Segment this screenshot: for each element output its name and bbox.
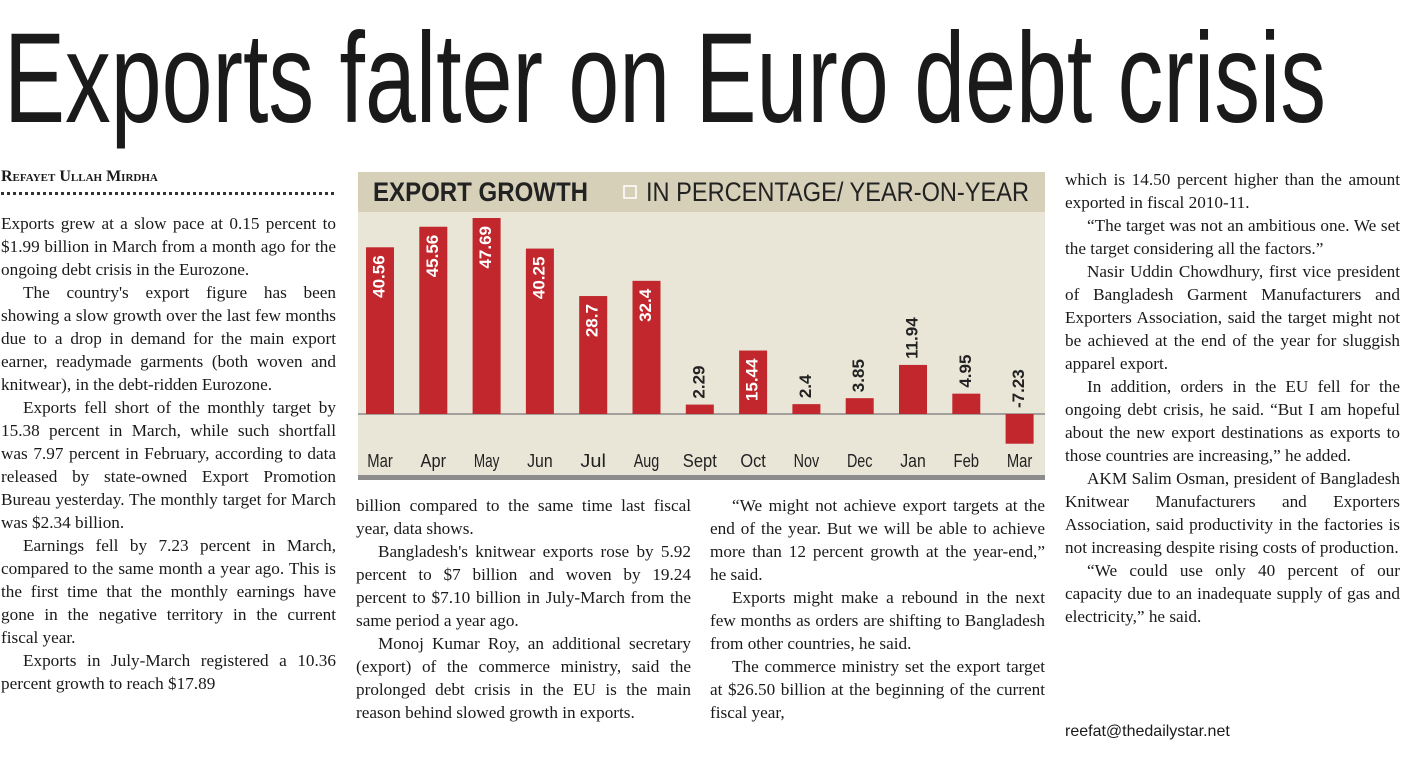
column: billion compared to the same time last f…: [356, 494, 691, 724]
value-label: 2.4: [796, 374, 815, 398]
headline-area: Exports falter on Euro debt crisis: [4, 7, 1326, 150]
chart-title: EXPORT GROWTH: [373, 177, 588, 207]
column: which is 14.50 percent higher than the a…: [1065, 168, 1400, 628]
value-label: 45.56: [423, 235, 442, 278]
x-tick-label: Sept: [683, 451, 717, 471]
paragraph: Exports in July-March registered a 10.36…: [1, 651, 336, 693]
bar: [525, 248, 554, 414]
byline: Refayet Ullah Mirdha: [1, 168, 158, 185]
bar: [366, 247, 394, 414]
bar: [952, 393, 981, 414]
paragraph: which is 14.50 percent higher than the a…: [1065, 170, 1400, 212]
paragraph: AKM Salim Osman, president of Bangladesh…: [1065, 469, 1400, 557]
bar: [419, 226, 448, 414]
title-band: [358, 172, 1045, 212]
subtitle-box: [623, 185, 637, 199]
chart: EXPORT GROWTH IN PERCENTAGE/ YEAR-ON-YEA…: [358, 172, 1045, 480]
bottom-rule: [358, 475, 1045, 480]
paragraph: Earnings fell by 7.23 percent in March, …: [1, 536, 336, 647]
bar: [685, 404, 714, 414]
paragraph: Bangladesh's knitwear exports rose by 5.…: [356, 542, 691, 630]
email: reefat@thedailystar.net: [1065, 723, 1230, 740]
x-tick-label: Jul: [580, 451, 606, 471]
column: Exports grew at a slow pace at 0.15 perc…: [1, 212, 336, 695]
bar: [472, 218, 501, 414]
value-label: 4.95: [956, 355, 975, 388]
x-tick-label: Dec: [847, 451, 873, 471]
x-tick-label: Jan: [900, 451, 926, 471]
value-label: 11.94: [902, 317, 921, 359]
value-label: 47.69: [476, 226, 495, 269]
chart-background: [358, 172, 1045, 478]
chart-subtitle: IN PERCENTAGE/ YEAR-ON-YEAR: [646, 177, 1029, 207]
x-tick-label: Mar: [1007, 451, 1033, 471]
value-label: -7.23: [1009, 369, 1028, 408]
bar: [1005, 414, 1034, 444]
value-label: 32.4: [636, 288, 655, 322]
paragraph: Exports grew at a slow pace at 0.15 perc…: [1, 214, 336, 279]
bar: [845, 398, 874, 414]
value-label: 15.44: [743, 358, 762, 401]
paragraph: “We could use only 40 percent of our cap…: [1065, 561, 1400, 626]
x-tick-label: Mar: [367, 451, 393, 471]
paragraph: “We might not achieve export targets at …: [710, 496, 1045, 584]
x-tick-label: May: [474, 451, 500, 471]
paragraph: “The target was not an ambitious one. We…: [1065, 216, 1400, 258]
x-tick-label: Aug: [634, 451, 660, 471]
bar: [792, 404, 821, 414]
x-tick-label: Nov: [794, 451, 820, 471]
paragraph: Nasir Uddin Chowdhury, first vice presid…: [1065, 262, 1400, 373]
bar: [632, 280, 661, 414]
value-label: 40.25: [529, 257, 548, 300]
bar: [739, 350, 768, 414]
bar: [899, 364, 927, 414]
value-label: 3.85: [849, 359, 868, 392]
paragraph: The commerce ministry set the export tar…: [710, 657, 1045, 722]
paragraph: Exports might make a rebound in the next…: [710, 588, 1045, 653]
x-tick-label: Jun: [527, 451, 553, 471]
paragraph: Exports fell short of the monthly target…: [1, 398, 336, 532]
x-tick-label: Oct: [740, 451, 766, 471]
value-label: 2.29: [689, 365, 708, 398]
column: “We might not achieve export targets at …: [710, 494, 1045, 724]
headline: Exports falter on Euro debt crisis: [4, 7, 1326, 150]
value-label: 28.7: [583, 304, 602, 337]
paragraph: billion compared to the same time last f…: [356, 496, 691, 538]
x-tick-label: Apr: [421, 451, 447, 471]
paragraph: In addition, orders in the EU fell for t…: [1065, 377, 1400, 465]
paragraph: Monoj Kumar Roy, an additional secretary…: [356, 634, 691, 722]
x-tick-label: Feb: [954, 451, 980, 471]
paragraph: The country's export figure has been sho…: [1, 283, 336, 394]
bar: [579, 296, 608, 414]
divider: [1, 192, 334, 195]
value-label: 40.56: [369, 255, 388, 298]
